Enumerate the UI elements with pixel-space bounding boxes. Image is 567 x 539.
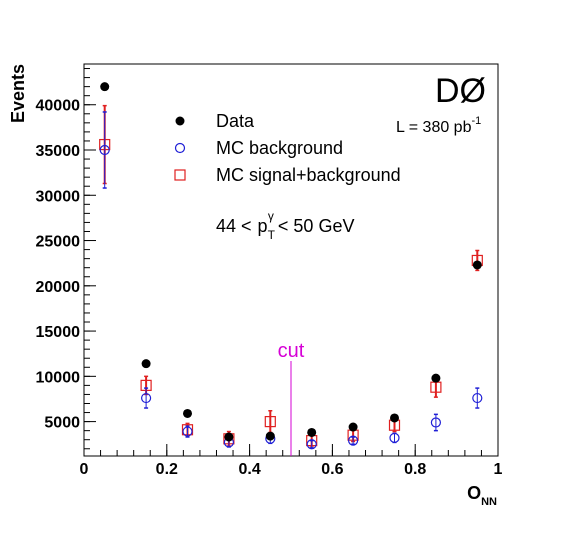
legend: Data MC background MC signal+background: [174, 111, 401, 185]
data-point: [265, 431, 275, 441]
legend-label: Data: [216, 111, 255, 131]
y-axis-label: Events: [8, 64, 28, 123]
data-point: [182, 426, 193, 437]
luminosity-sup: -1: [471, 115, 481, 127]
legend-label: MC signal+background: [216, 165, 401, 185]
luminosity-main: L = 380 pb: [396, 119, 472, 136]
data-point: [307, 427, 317, 437]
data-point: [306, 439, 317, 450]
pt-range-high: < 50 GeV: [278, 216, 355, 236]
data-point: [174, 169, 186, 181]
data-point: [224, 432, 234, 442]
y-tick-label: 10000: [36, 369, 81, 386]
data-point: [390, 413, 399, 423]
data-point: [472, 392, 483, 404]
x-tick-label: 1: [494, 461, 503, 478]
y-tick-label: 20000: [36, 279, 81, 296]
data-point: [174, 142, 186, 154]
y-tick-label: 40000: [36, 98, 81, 115]
x-axis-label: ONN: [467, 483, 497, 508]
luminosity-label: L = 380 pb-1: [396, 115, 481, 136]
y-tick-label: 35000: [36, 143, 81, 160]
x-tick-label: 0.4: [238, 461, 260, 478]
y-tick-label: 25000: [36, 234, 81, 251]
data-point: [183, 408, 192, 418]
y-tick-label: 15000: [36, 324, 81, 341]
data-point: [348, 422, 358, 432]
cut-label: cut: [278, 340, 305, 362]
data-point: [100, 82, 110, 92]
y-tick-label: 30000: [36, 188, 81, 205]
data-point: [431, 373, 441, 383]
x-tick-label: 0.2: [156, 461, 178, 478]
chart-marks: [99, 82, 483, 456]
pt-range-low: 44 <: [216, 216, 252, 236]
data-point: [141, 359, 151, 369]
legend-label: MC background: [216, 138, 343, 158]
x-tick-label: 0.6: [321, 461, 343, 478]
pt-range-sup: γ: [268, 209, 274, 223]
data-point: [348, 435, 359, 446]
x-axis-ticks: 0 0.2 0.4 0.6 0.8 1: [80, 444, 503, 478]
data-point: [430, 417, 441, 428]
pt-range-sub: T: [268, 228, 276, 242]
pt-range-var: p: [258, 216, 268, 236]
x-tick-label: 0.8: [404, 461, 426, 478]
x-axis-label-main: O: [467, 483, 481, 503]
y-axis-ticks: 5000 10000 15000 20000 25000 30000 35000 40000: [36, 68, 96, 450]
y-tick-label: 5000: [44, 415, 80, 432]
data-point: [99, 144, 110, 156]
pt-range-annotation: 44 < pTγ < 50 GeV: [216, 209, 354, 242]
data-point: [389, 432, 400, 443]
data-point: [472, 260, 482, 270]
data-point: [141, 392, 152, 404]
data-point: [264, 415, 276, 428]
x-axis-label-sub: NN: [481, 496, 497, 508]
experiment-label: DØ: [435, 72, 486, 110]
data-point: [175, 116, 185, 126]
x-tick-label: 0: [80, 461, 89, 478]
